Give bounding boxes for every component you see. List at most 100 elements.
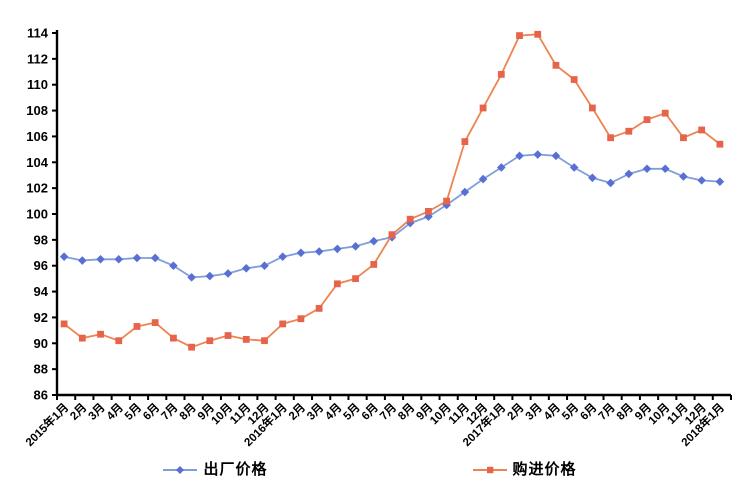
factory-price-point bbox=[642, 164, 652, 174]
y-axis-tick-label: 96 bbox=[34, 258, 48, 273]
purchase-price-point bbox=[297, 315, 305, 323]
x-axis-tick-label: 4月 bbox=[541, 401, 563, 423]
x-axis-tick-label: 6月 bbox=[140, 401, 162, 423]
factory-price-point bbox=[351, 242, 360, 251]
purchase-price-point bbox=[352, 275, 359, 283]
y-axis-tick-label: 112 bbox=[27, 51, 48, 66]
purchase-price-point bbox=[333, 280, 341, 288]
x-axis-tick-label: 3月 bbox=[304, 401, 326, 423]
factory-price-point bbox=[369, 236, 379, 246]
y-axis-tick-label: 102 bbox=[26, 181, 48, 196]
purchase-price-point bbox=[261, 337, 268, 345]
factory-price-point bbox=[606, 178, 615, 188]
legend-label-purchase-price: 购进价格 bbox=[512, 461, 577, 478]
x-axis-tick-label: 7月 bbox=[377, 401, 399, 423]
purchase-price-point bbox=[206, 337, 214, 345]
x-axis-tick-label: 2015年1月 bbox=[22, 400, 71, 449]
purchase-price-point bbox=[680, 134, 687, 142]
purchase-price-swatch-graphic bbox=[472, 466, 507, 473]
factory-price-point bbox=[478, 174, 488, 184]
purchase-price-point bbox=[388, 231, 396, 239]
factory-price-point bbox=[150, 253, 160, 263]
x-axis-tick-label: 3月 bbox=[86, 401, 108, 423]
factory-price-point bbox=[278, 252, 288, 261]
x-axis-tick-label: 5月 bbox=[341, 401, 363, 423]
factory-price-point bbox=[296, 248, 306, 258]
purchase-price-point bbox=[552, 61, 560, 69]
purchase-price-point bbox=[315, 304, 323, 312]
x-axis-tick-label: 2月 bbox=[505, 401, 527, 423]
purchase-price-point bbox=[97, 330, 104, 338]
y-axis-tick-label: 100 bbox=[26, 207, 48, 222]
y-axis-tick-label: 90 bbox=[34, 336, 48, 351]
factory-price-point bbox=[551, 151, 561, 161]
factory-price-point bbox=[715, 177, 725, 186]
factory-price-point bbox=[187, 273, 196, 282]
legend-item-purchase-price: 购进价格 bbox=[472, 458, 577, 479]
y-axis-tick-label: 108 bbox=[26, 103, 48, 118]
purchase-price-point bbox=[224, 332, 232, 339]
purchase-price-point bbox=[643, 116, 651, 124]
x-axis-tick-label: 8月 bbox=[177, 401, 199, 423]
factory-price-point bbox=[588, 173, 597, 183]
purchase-price-point bbox=[406, 215, 414, 223]
purchase-price-legend-marker bbox=[472, 463, 507, 475]
purchase-price-point bbox=[534, 30, 542, 38]
y-axis-tick-label: 110 bbox=[27, 77, 48, 92]
y-axis-tick-label: 104 bbox=[26, 155, 48, 170]
factory-price-point bbox=[78, 256, 87, 265]
factory-price-point bbox=[241, 264, 251, 273]
purchase-price-point bbox=[716, 140, 724, 148]
purchase-price-point bbox=[188, 343, 196, 351]
x-axis-tick-label: 2月 bbox=[286, 401, 308, 423]
factory-price-line bbox=[63, 153, 720, 279]
purchase-price-point bbox=[698, 126, 706, 134]
x-axis-tick-label: 4月 bbox=[323, 401, 345, 423]
purchase-price-point bbox=[242, 336, 250, 343]
factory-price-point bbox=[314, 247, 324, 256]
y-axis-tick-label: 88 bbox=[34, 362, 48, 377]
x-axis-tick-label: 5月 bbox=[559, 401, 581, 423]
x-axis-tick-label: 2月 bbox=[68, 401, 90, 423]
purchase-price-point bbox=[607, 134, 614, 142]
purchase-price-point bbox=[60, 320, 68, 328]
purchase-price-point bbox=[661, 109, 669, 117]
purchase-price-point bbox=[497, 70, 505, 78]
factory-price-point bbox=[96, 254, 105, 264]
factory-price-point bbox=[460, 187, 470, 197]
purchase-price-point bbox=[133, 323, 141, 330]
y-axis-tick-label: 94 bbox=[34, 284, 49, 299]
factory-price-point bbox=[59, 252, 69, 261]
purchase-price-point bbox=[625, 127, 633, 135]
factory-price-point bbox=[679, 172, 688, 181]
purchase-price-point bbox=[479, 104, 487, 112]
factory-price-point bbox=[624, 169, 634, 179]
factory-price-point bbox=[169, 261, 178, 271]
purchase-price-point bbox=[516, 32, 523, 39]
x-axis-tick-label: 8月 bbox=[614, 401, 636, 423]
y-axis-tick-label: 86 bbox=[34, 388, 48, 403]
y-axis-tick-label: 114 bbox=[27, 26, 49, 41]
factory-price-point bbox=[569, 163, 579, 172]
y-axis-tick-label: 98 bbox=[34, 232, 48, 247]
x-axis-tick-label: 7月 bbox=[596, 401, 618, 423]
factory-price-point bbox=[496, 163, 506, 172]
purchase-price-point bbox=[461, 138, 469, 145]
x-axis-tick-label: 6月 bbox=[578, 401, 600, 423]
factory-price-point bbox=[515, 151, 524, 161]
purchase-price-point bbox=[370, 261, 378, 268]
factory-price-point bbox=[660, 164, 670, 174]
factory-price-point bbox=[405, 218, 415, 228]
factory-price-point bbox=[260, 261, 269, 271]
factory-price-point bbox=[132, 253, 142, 263]
purchase-price-point bbox=[78, 334, 86, 342]
factory-price-point bbox=[205, 271, 215, 281]
factory-price-legend-marker bbox=[163, 463, 198, 475]
x-axis-tick-label: 8月 bbox=[395, 401, 417, 423]
purchase-price-line bbox=[63, 33, 721, 349]
factory-price-point bbox=[223, 269, 233, 278]
y-axis-tick-label: 106 bbox=[26, 129, 48, 144]
legend: 出厂价格 购进价格 bbox=[0, 458, 740, 479]
purchase-price-swatch-marker bbox=[486, 466, 493, 473]
